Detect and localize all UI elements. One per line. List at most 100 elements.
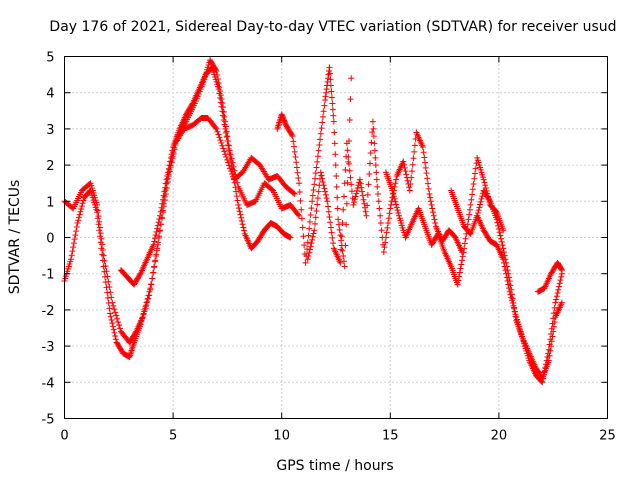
data-point bbox=[114, 315, 121, 322]
data-point bbox=[504, 277, 511, 284]
data-point bbox=[372, 162, 379, 169]
data-point bbox=[382, 234, 389, 241]
data-point bbox=[117, 325, 124, 332]
data-point bbox=[161, 188, 168, 195]
data-point bbox=[343, 221, 350, 228]
data-point bbox=[336, 226, 343, 233]
data-point bbox=[427, 198, 434, 205]
data-point bbox=[546, 352, 553, 359]
data-point bbox=[424, 180, 431, 187]
data-point bbox=[216, 90, 223, 97]
data-point bbox=[346, 117, 353, 124]
data-point bbox=[321, 185, 328, 192]
data-points bbox=[61, 57, 565, 386]
data-point bbox=[500, 259, 507, 266]
data-point bbox=[307, 211, 314, 218]
data-point bbox=[148, 281, 155, 288]
data-point bbox=[116, 322, 123, 329]
data-point bbox=[112, 333, 119, 340]
data-point bbox=[333, 183, 340, 190]
data-point bbox=[346, 167, 353, 174]
data-point bbox=[306, 249, 313, 256]
data-point bbox=[165, 169, 172, 176]
data-point bbox=[409, 161, 416, 168]
data-point bbox=[380, 248, 387, 255]
data-point bbox=[309, 233, 316, 240]
data-point bbox=[385, 220, 392, 227]
data-point bbox=[319, 178, 326, 185]
data-point bbox=[313, 207, 320, 214]
data-point bbox=[388, 201, 395, 208]
data-point bbox=[327, 82, 334, 89]
data-point bbox=[472, 165, 479, 172]
data-point bbox=[558, 299, 565, 306]
data-point bbox=[495, 222, 502, 229]
data-point bbox=[101, 268, 108, 275]
data-point bbox=[407, 181, 414, 188]
data-point bbox=[508, 297, 515, 304]
data-point bbox=[312, 175, 319, 182]
data-point bbox=[406, 187, 413, 194]
data-point bbox=[154, 222, 161, 229]
data-point bbox=[314, 158, 321, 165]
data-point bbox=[358, 184, 365, 191]
data-point bbox=[469, 186, 476, 193]
data-point bbox=[221, 113, 228, 120]
data-point bbox=[144, 298, 151, 305]
data-point bbox=[363, 212, 370, 219]
data-point bbox=[314, 195, 321, 202]
data-point bbox=[311, 227, 318, 234]
data-point bbox=[370, 125, 377, 132]
data-point bbox=[162, 180, 169, 187]
data-point bbox=[107, 310, 114, 317]
data-point bbox=[382, 239, 389, 246]
data-point bbox=[347, 174, 354, 181]
data-point bbox=[109, 320, 116, 327]
data-point bbox=[411, 142, 418, 149]
data-point bbox=[75, 214, 82, 221]
data-point bbox=[467, 201, 474, 208]
data-point bbox=[422, 159, 429, 166]
data-point bbox=[315, 188, 322, 195]
data-point bbox=[497, 232, 504, 239]
data-point bbox=[351, 196, 358, 203]
data-point bbox=[231, 179, 238, 186]
data-point bbox=[421, 154, 428, 161]
data-point bbox=[372, 154, 379, 161]
data-point bbox=[383, 229, 390, 236]
data-point bbox=[394, 207, 401, 214]
data-point bbox=[168, 151, 175, 158]
data-point bbox=[219, 108, 226, 115]
data-point bbox=[340, 193, 347, 200]
data-point bbox=[477, 198, 484, 205]
data-point bbox=[346, 160, 353, 167]
data-point bbox=[94, 209, 101, 216]
data-point bbox=[296, 180, 303, 187]
data-point bbox=[230, 170, 237, 177]
data-point bbox=[456, 273, 463, 280]
data-point bbox=[298, 215, 305, 222]
data-point bbox=[511, 305, 518, 312]
data-point bbox=[147, 286, 154, 293]
data-point bbox=[334, 194, 341, 201]
data-point bbox=[96, 227, 103, 234]
data-point bbox=[289, 133, 296, 140]
data-point bbox=[223, 133, 230, 140]
data-point bbox=[362, 208, 369, 215]
data-point bbox=[212, 124, 219, 131]
data-point bbox=[500, 256, 507, 263]
series-sat-track-i bbox=[534, 259, 565, 295]
data-point bbox=[501, 263, 508, 270]
data-point bbox=[314, 201, 321, 208]
data-point bbox=[110, 323, 117, 330]
data-point bbox=[387, 205, 394, 212]
data-point bbox=[458, 257, 465, 264]
data-point bbox=[553, 293, 560, 300]
data-point bbox=[332, 162, 339, 169]
data-point bbox=[381, 244, 388, 251]
data-point bbox=[73, 228, 80, 235]
x-tick-label: 5 bbox=[169, 429, 177, 444]
data-point bbox=[162, 184, 169, 191]
data-point bbox=[235, 201, 242, 208]
